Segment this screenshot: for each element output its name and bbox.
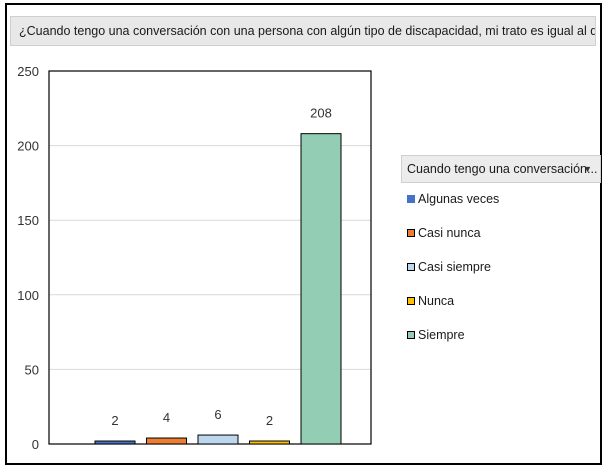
legend-label: Casi nunca <box>418 225 481 240</box>
data-label: 4 <box>163 410 170 425</box>
y-tick-label: 250 <box>17 64 39 79</box>
legend-label: Casi siempre <box>418 259 491 274</box>
bar-casi-nunca[interactable] <box>146 437 187 445</box>
legend-label: Nunca <box>418 293 455 308</box>
legend-swatch <box>407 262 415 271</box>
data-labels-layer: 2 4 6 2 208 <box>111 106 331 428</box>
y-tick-label: 150 <box>17 213 39 228</box>
bar-siempre[interactable] <box>300 133 342 445</box>
legend-swatch <box>407 296 415 305</box>
bar-casi-siempre[interactable] <box>197 434 239 445</box>
legend-swatch <box>407 228 415 237</box>
chart-title: ¿Cuando tengo una conversación con una p… <box>10 16 596 46</box>
bars-layer <box>94 133 342 445</box>
legend-item-siempre[interactable]: Siempre <box>401 324 606 345</box>
y-axis-ticks: 0 50 100 150 200 250 <box>17 64 39 452</box>
y-tick-label: 100 <box>17 288 39 303</box>
legend-label: Algunas veces <box>418 191 500 206</box>
y-tick-label: 0 <box>32 437 39 452</box>
legend-label: Siempre <box>418 327 465 342</box>
legend-item-algunas-veces[interactable]: Algunas veces <box>401 188 606 209</box>
legend-swatch <box>407 194 415 203</box>
y-tick-label: 50 <box>25 362 39 377</box>
bar-algunas-veces[interactable] <box>94 440 136 445</box>
chart-title-text: ¿Cuando tengo una conversación con una p… <box>19 24 596 38</box>
bar-nunca[interactable] <box>249 440 290 445</box>
data-label: 2 <box>111 413 118 428</box>
legend-filter-label: Cuando tengo una conversación... <box>407 162 598 176</box>
legend-item-casi-nunca[interactable]: Casi nunca <box>401 222 606 243</box>
legend-item-nunca[interactable]: Nunca <box>401 290 606 311</box>
y-tick-label: 200 <box>17 139 39 154</box>
data-label: 2 <box>266 413 273 428</box>
dropdown-arrow-icon: ▼ <box>583 164 592 174</box>
legend-filter-dropdown[interactable]: Cuando tengo una conversación... ▼ <box>401 155 601 183</box>
legend-items: Algunas veces Casi nunca Casi siempre Nunca… <box>401 188 606 345</box>
data-label: 6 <box>214 407 221 422</box>
legend: Cuando tengo una conversación... ▼ Algun… <box>401 155 606 345</box>
legend-item-casi-siempre[interactable]: Casi siempre <box>401 256 606 277</box>
data-label: 208 <box>310 106 332 121</box>
legend-swatch <box>407 330 415 339</box>
